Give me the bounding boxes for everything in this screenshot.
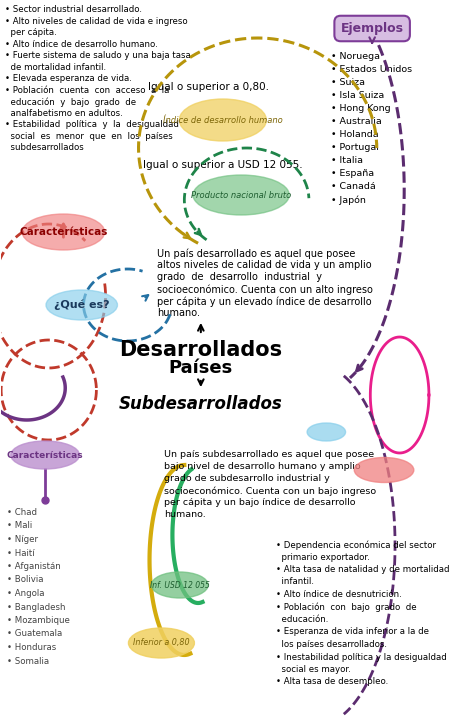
Text: • Guatemala: • Guatemala bbox=[7, 629, 62, 639]
Text: grado  de  desarrollo  industrial  y: grado de desarrollo industrial y bbox=[157, 272, 322, 282]
Ellipse shape bbox=[46, 290, 118, 320]
Ellipse shape bbox=[179, 99, 266, 141]
Text: grado de subdesarrollo industrial y: grado de subdesarrollo industrial y bbox=[164, 474, 330, 483]
Text: • Hong Kong: • Hong Kong bbox=[331, 104, 391, 113]
Text: Producto nacional bruto: Producto nacional bruto bbox=[191, 191, 291, 199]
Text: Un país subdesarrollado es aquel que posee: Un país subdesarrollado es aquel que pos… bbox=[164, 450, 374, 459]
Text: • Mali: • Mali bbox=[7, 521, 32, 531]
Text: • Población  cuenta  con  acceso  a  la: • Población cuenta con acceso a la bbox=[5, 86, 169, 94]
Text: • Suiza: • Suiza bbox=[331, 78, 365, 87]
Text: • Alto índice de desnutrición.: • Alto índice de desnutrición. bbox=[276, 590, 401, 599]
Ellipse shape bbox=[11, 441, 80, 469]
Text: • Población  con  bajo  grado  de: • Población con bajo grado de bbox=[276, 603, 417, 612]
Text: • Fuerte sistema de saludo y una baja tasa: • Fuerte sistema de saludo y una baja ta… bbox=[5, 51, 191, 60]
Ellipse shape bbox=[354, 457, 414, 482]
Text: • Afganistán: • Afganistán bbox=[7, 562, 60, 571]
Text: per cápita.: per cápita. bbox=[5, 28, 56, 37]
Text: • Esperanza de vida inferior a la de: • Esperanza de vida inferior a la de bbox=[276, 628, 429, 636]
Text: • Honduras: • Honduras bbox=[7, 643, 56, 652]
Text: Características: Características bbox=[7, 451, 83, 459]
Text: Inferior a 0,80: Inferior a 0,80 bbox=[133, 639, 190, 647]
Text: los países desarrollados.: los países desarrollados. bbox=[276, 640, 387, 649]
Ellipse shape bbox=[128, 628, 194, 658]
Text: • Alto niveles de calidad de vida e ingreso: • Alto niveles de calidad de vida e ingr… bbox=[5, 17, 187, 25]
Ellipse shape bbox=[22, 214, 105, 250]
Text: • Bolivia: • Bolivia bbox=[7, 575, 43, 585]
Text: • Portugal: • Portugal bbox=[331, 143, 379, 152]
Text: • España: • España bbox=[331, 169, 374, 178]
Text: • Australia: • Australia bbox=[331, 117, 382, 126]
Text: Un país desarrollado es aquel que posee: Un país desarrollado es aquel que posee bbox=[157, 248, 355, 258]
Text: • Dependencia económica del sector: • Dependencia económica del sector bbox=[276, 540, 436, 549]
Text: Desarrollados: Desarrollados bbox=[119, 340, 283, 360]
Text: • Níger: • Níger bbox=[7, 535, 37, 544]
Text: humano.: humano. bbox=[157, 308, 200, 318]
Text: • Alta tasa de natalidad y de mortalidad: • Alta tasa de natalidad y de mortalidad bbox=[276, 565, 449, 574]
Text: • Canadá: • Canadá bbox=[331, 182, 376, 191]
Text: de mortalidad infantil.: de mortalidad infantil. bbox=[5, 63, 106, 71]
Text: • Alta tasa de desempleo.: • Alta tasa de desempleo. bbox=[276, 678, 388, 686]
Text: • Bangladesh: • Bangladesh bbox=[7, 603, 65, 611]
Text: social  es  menor  que  en  los  países: social es menor que en los países bbox=[5, 132, 173, 140]
Text: Países: Países bbox=[169, 359, 233, 377]
Text: • Somalia: • Somalia bbox=[7, 657, 49, 665]
Text: Subdesarrollados: Subdesarrollados bbox=[119, 395, 283, 413]
Text: • Estabilidad  política  y  la  desigualdad: • Estabilidad política y la desigualdad bbox=[5, 120, 179, 129]
Text: Ejemplos: Ejemplos bbox=[341, 22, 404, 35]
Ellipse shape bbox=[307, 423, 346, 441]
Text: • Alto índice de desarrollo humano.: • Alto índice de desarrollo humano. bbox=[5, 40, 157, 48]
Text: socioeconómico. Cuenta con un alto ingreso: socioeconómico. Cuenta con un alto ingre… bbox=[157, 284, 373, 294]
Text: ¿Qué es?: ¿Qué es? bbox=[54, 300, 109, 310]
Text: analfabetismo en adultos.: analfabetismo en adultos. bbox=[5, 109, 122, 117]
Text: Índice de desarrollo humano: Índice de desarrollo humano bbox=[163, 115, 283, 125]
Text: subdesarrollados: subdesarrollados bbox=[5, 143, 83, 152]
Text: • Japón: • Japón bbox=[331, 195, 366, 204]
Text: • Isla Suiza: • Isla Suiza bbox=[331, 91, 384, 100]
Text: • Elevada esperanza de vida.: • Elevada esperanza de vida. bbox=[5, 74, 132, 83]
Text: primario exportador.: primario exportador. bbox=[276, 552, 370, 562]
Ellipse shape bbox=[151, 572, 208, 598]
Text: Igual o superior a USD 12 055.: Igual o superior a USD 12 055. bbox=[143, 160, 303, 170]
Text: • Chad: • Chad bbox=[7, 508, 36, 517]
Text: • Holanda: • Holanda bbox=[331, 130, 379, 139]
Text: bajo nivel de desarrollo humano y amplio: bajo nivel de desarrollo humano y amplio bbox=[164, 462, 361, 471]
Text: Igual o superior a 0,80.: Igual o superior a 0,80. bbox=[148, 82, 269, 92]
Ellipse shape bbox=[193, 175, 289, 215]
Text: social es mayor.: social es mayor. bbox=[276, 665, 351, 674]
Text: • Sector industrial desarrollado.: • Sector industrial desarrollado. bbox=[5, 5, 142, 14]
Text: per cápita y un elevado índice de desarrollo: per cápita y un elevado índice de desarr… bbox=[157, 296, 372, 307]
Text: humano.: humano. bbox=[164, 510, 206, 519]
Text: infantil.: infantil. bbox=[276, 577, 314, 587]
Text: per cápita y un bajo índice de desarrollo: per cápita y un bajo índice de desarroll… bbox=[164, 498, 356, 507]
Text: • Italia: • Italia bbox=[331, 156, 363, 165]
Text: • Haití: • Haití bbox=[7, 549, 34, 557]
Text: socioeconómico. Cuenta con un bajo ingreso: socioeconómico. Cuenta con un bajo ingre… bbox=[164, 486, 376, 495]
Text: • Estados Unidos: • Estados Unidos bbox=[331, 65, 412, 74]
Text: Inf. USD 12 055: Inf. USD 12 055 bbox=[150, 580, 210, 590]
Text: • Noruega: • Noruega bbox=[331, 52, 380, 61]
Text: altos niveles de calidad de vida y un amplio: altos niveles de calidad de vida y un am… bbox=[157, 260, 372, 270]
Text: • Mozambique: • Mozambique bbox=[7, 616, 70, 625]
Text: educación  y  bajo  grado  de: educación y bajo grado de bbox=[5, 97, 136, 107]
Text: Características: Características bbox=[19, 227, 108, 237]
Text: • Angola: • Angola bbox=[7, 589, 44, 598]
Text: • Inestabilidad política y la desigualdad: • Inestabilidad política y la desigualda… bbox=[276, 652, 447, 662]
Text: educación.: educación. bbox=[276, 615, 328, 624]
